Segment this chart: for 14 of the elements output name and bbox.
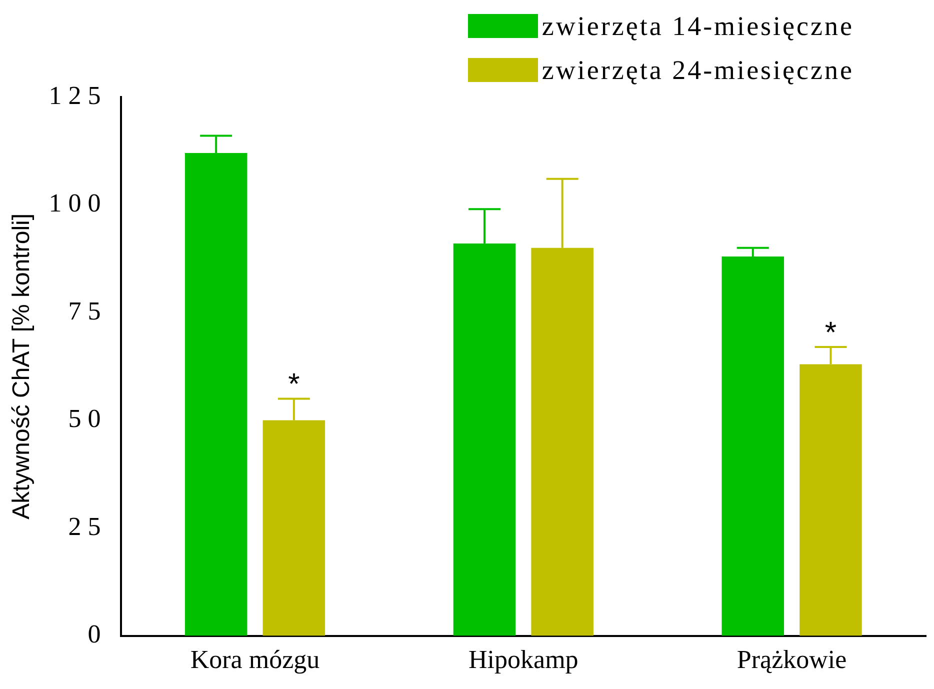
annotation: * — [288, 368, 300, 401]
y-tick-label: 2 5 — [68, 512, 101, 541]
x-tick-label: Hipokamp — [468, 645, 578, 674]
legend-label: zwierzęta 14-miesięczne — [542, 10, 854, 42]
y-axis-title: Aktywność ChAT [% kontroli] — [8, 213, 36, 520]
x-tick-label: Prążkowie — [736, 645, 847, 674]
y-tick-label: 0 — [88, 620, 101, 649]
legend-label: zwierzęta 24-miesięczne — [542, 54, 854, 86]
y-tick-label: 1 2 5 — [48, 80, 101, 110]
y-tick-label: 1 0 0 — [48, 188, 101, 218]
annotation: * — [824, 316, 837, 350]
x-tick-label: Kora mózgu — [190, 645, 320, 674]
y-tick-label: 7 5 — [68, 296, 101, 326]
y-tick-label: 5 0 — [68, 404, 101, 434]
